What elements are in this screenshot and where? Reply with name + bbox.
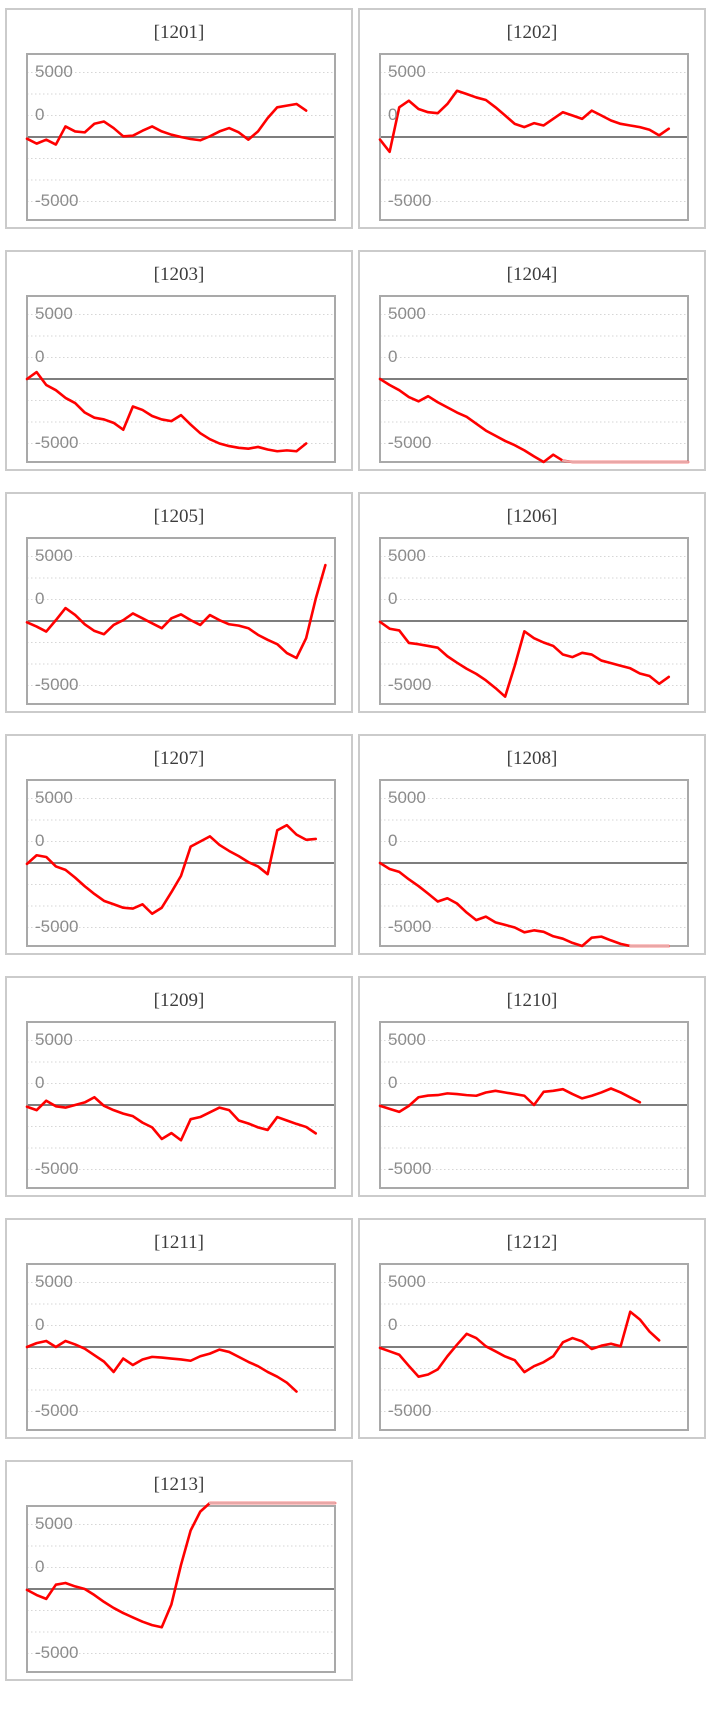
chart-card-1210: [1210] 5000 0 -5000 — [358, 976, 706, 1197]
chart-title: [1212] — [506, 1232, 558, 1253]
plot-area: 5000 0 -5000 — [378, 779, 689, 948]
slump-graph-line — [25, 295, 336, 463]
plot-area: 5000 0 -5000 — [25, 1021, 336, 1189]
chart-title: [1210] — [506, 990, 558, 1011]
chart-title: [1213] — [153, 1474, 205, 1495]
plot-area: 5000 0 -5000 — [378, 295, 690, 464]
chart-title: [1204] — [506, 264, 558, 285]
chart-card-1209: [1209] 5000 0 -5000 — [5, 976, 353, 1197]
plot-area: 5000 0 -5000 — [378, 1021, 689, 1189]
chart-card-1202: [1202] 5000 0 -5000 — [358, 8, 706, 229]
chart-title: [1205] — [153, 506, 205, 527]
chart-card-1205: [1205] 5000 0 -5000 — [5, 492, 353, 713]
slump-graph-line — [378, 537, 689, 705]
slump-graph-line — [378, 1263, 689, 1431]
chart-title: [1211] — [154, 1232, 204, 1253]
plot-area: 5000 0 -5000 — [25, 53, 336, 221]
chart-card-1207: [1207] 5000 0 -5000 — [5, 734, 353, 955]
chart-card-1206: [1206] 5000 0 -5000 — [358, 492, 706, 713]
slump-graph-line — [25, 1263, 336, 1431]
plot-area: 5000 0 -5000 — [25, 1501, 337, 1673]
plot-area: 5000 0 -5000 — [25, 295, 336, 463]
slump-graph-line — [378, 779, 689, 948]
plot-area: 5000 0 -5000 — [25, 537, 336, 705]
slump-graph-line — [25, 1501, 337, 1673]
chart-card-1203: [1203] 5000 0 -5000 — [5, 250, 353, 471]
chart-card-1213: [1213] 5000 0 -5000 — [5, 1460, 353, 1681]
slump-graph-line — [378, 1021, 689, 1189]
chart-title: [1207] — [153, 748, 205, 769]
chart-title: [1203] — [153, 264, 205, 285]
slump-graph-line — [25, 537, 336, 705]
chart-title: [1208] — [506, 748, 558, 769]
chart-card-1212: [1212] 5000 0 -5000 — [358, 1218, 706, 1439]
slump-graph-line — [378, 295, 690, 464]
chart-card-1204: [1204] 5000 0 -5000 — [358, 250, 706, 471]
chart-card-1211: [1211] 5000 0 -5000 — [5, 1218, 353, 1439]
plot-area: 5000 0 -5000 — [378, 1263, 689, 1431]
chart-card-1208: [1208] 5000 0 -5000 — [358, 734, 706, 955]
plot-area: 5000 0 -5000 — [25, 779, 336, 947]
slump-graph-line — [25, 779, 336, 947]
chart-title: [1202] — [506, 22, 558, 43]
chart-title: [1209] — [153, 990, 205, 1011]
chart-title: [1201] — [153, 22, 205, 43]
slump-graph-line — [25, 1021, 336, 1189]
plot-area: 5000 0 -5000 — [378, 53, 689, 221]
plot-area: 5000 0 -5000 — [378, 537, 689, 705]
slump-graph-line — [378, 53, 689, 221]
chart-title: [1206] — [506, 506, 558, 527]
slump-graph-line — [25, 53, 336, 221]
plot-area: 5000 0 -5000 — [25, 1263, 336, 1431]
chart-card-1201: [1201] 5000 0 -5000 — [5, 8, 353, 229]
